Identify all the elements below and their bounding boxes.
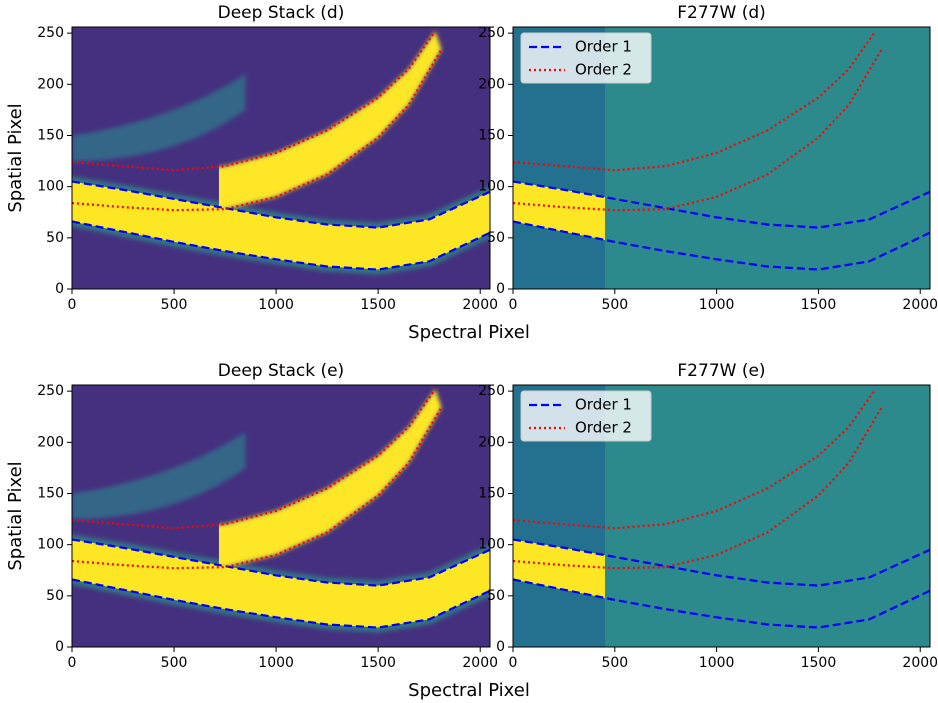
y-tick-label: 150 (37, 127, 64, 143)
y-tick-label: 200 (37, 76, 64, 92)
curve (513, 388, 877, 530)
y-tick-label: 150 (478, 127, 505, 143)
frame (512, 26, 931, 290)
y-tick-label: 250 (37, 383, 64, 399)
y-tick-label: 200 (478, 434, 505, 450)
curve (513, 220, 930, 271)
x-tick-label: 1000 (258, 297, 294, 313)
curve (513, 180, 930, 229)
y-tick-label: 250 (37, 25, 64, 41)
legend-label: Order 2 (575, 419, 632, 437)
y-tick-label: 250 (478, 25, 505, 41)
order2-trace (218, 389, 442, 568)
panel-title: F277W (e) (677, 361, 765, 381)
order1-trace (513, 181, 605, 240)
curve (513, 30, 877, 172)
x-tick-label: 1000 (699, 655, 735, 671)
curve (72, 180, 490, 229)
x-tick-label: 1000 (699, 297, 735, 313)
y-tick-label: 50 (487, 230, 505, 246)
frame (512, 384, 931, 648)
x-tick-label: 1500 (801, 297, 837, 313)
y-tick-label: 200 (37, 434, 64, 450)
ghost-trace (72, 74, 246, 162)
x-tick-label: 500 (161, 655, 188, 671)
y-tick-label: 100 (478, 179, 505, 195)
y-tick-label: 0 (496, 639, 505, 655)
curve (72, 538, 490, 587)
curve (72, 578, 490, 629)
y-tick-label: 150 (37, 485, 64, 501)
x-tick-label: 0 (68, 655, 77, 671)
order1-trace (72, 181, 490, 270)
y-tick-label: 250 (478, 383, 505, 399)
panel-title: F277W (d) (677, 3, 766, 23)
y-tick-label: 100 (478, 537, 505, 553)
x-tick-label: 1500 (360, 655, 396, 671)
x-tick-label: 1500 (801, 655, 837, 671)
curve (513, 406, 883, 570)
y-tick-label: 50 (46, 588, 64, 604)
y-axis-label: Spatial Pixel (5, 461, 26, 570)
y-tick-label: 150 (478, 485, 505, 501)
x-axis-label: Spectral Pixel (408, 322, 530, 343)
panel-title: Deep Stack (e) (218, 361, 344, 381)
panel (513, 27, 930, 289)
curve (72, 30, 437, 172)
curve (513, 48, 883, 212)
frame (71, 384, 491, 648)
legend-label: Order 1 (575, 396, 632, 414)
curve (513, 538, 930, 587)
panel (72, 385, 490, 647)
panel-title: Deep Stack (d) (218, 3, 345, 23)
x-tick-label: 2000 (462, 297, 498, 313)
order2-trace (218, 31, 442, 210)
x-tick-label: 500 (601, 297, 628, 313)
y-tick-label: 100 (37, 179, 64, 195)
curve (72, 406, 443, 570)
y-tick-label: 0 (55, 281, 64, 297)
frame (71, 26, 491, 290)
x-tick-label: 500 (601, 655, 628, 671)
legend-box (520, 390, 652, 442)
panel (72, 27, 490, 289)
x-tick-label: 1000 (258, 655, 294, 671)
x-axis-label: Spectral Pixel (408, 680, 530, 701)
x-tick-label: 1500 (360, 297, 396, 313)
curve (72, 388, 437, 530)
x-tick-label: 2000 (902, 297, 938, 313)
x-tick-label: 500 (161, 297, 188, 313)
legend-label: Order 2 (575, 61, 632, 79)
curve (72, 220, 490, 271)
curve (513, 578, 930, 629)
ghost-trace (72, 432, 246, 520)
order1-trace (513, 539, 605, 598)
legend-label: Order 1 (575, 38, 632, 56)
y-tick-label: 0 (496, 281, 505, 297)
y-tick-label: 200 (478, 76, 505, 92)
x-tick-label: 2000 (902, 655, 938, 671)
legend-box (520, 32, 652, 84)
y-tick-label: 100 (37, 537, 64, 553)
curve (72, 48, 443, 212)
order1-trace (72, 539, 490, 628)
x-tick-label: 2000 (462, 655, 498, 671)
x-tick-label: 0 (509, 297, 518, 313)
y-axis-label: Spatial Pixel (5, 103, 26, 212)
x-tick-label: 0 (509, 655, 518, 671)
y-tick-label: 50 (46, 230, 64, 246)
x-tick-label: 0 (68, 297, 77, 313)
y-tick-label: 0 (55, 639, 64, 655)
y-tick-label: 50 (487, 588, 505, 604)
